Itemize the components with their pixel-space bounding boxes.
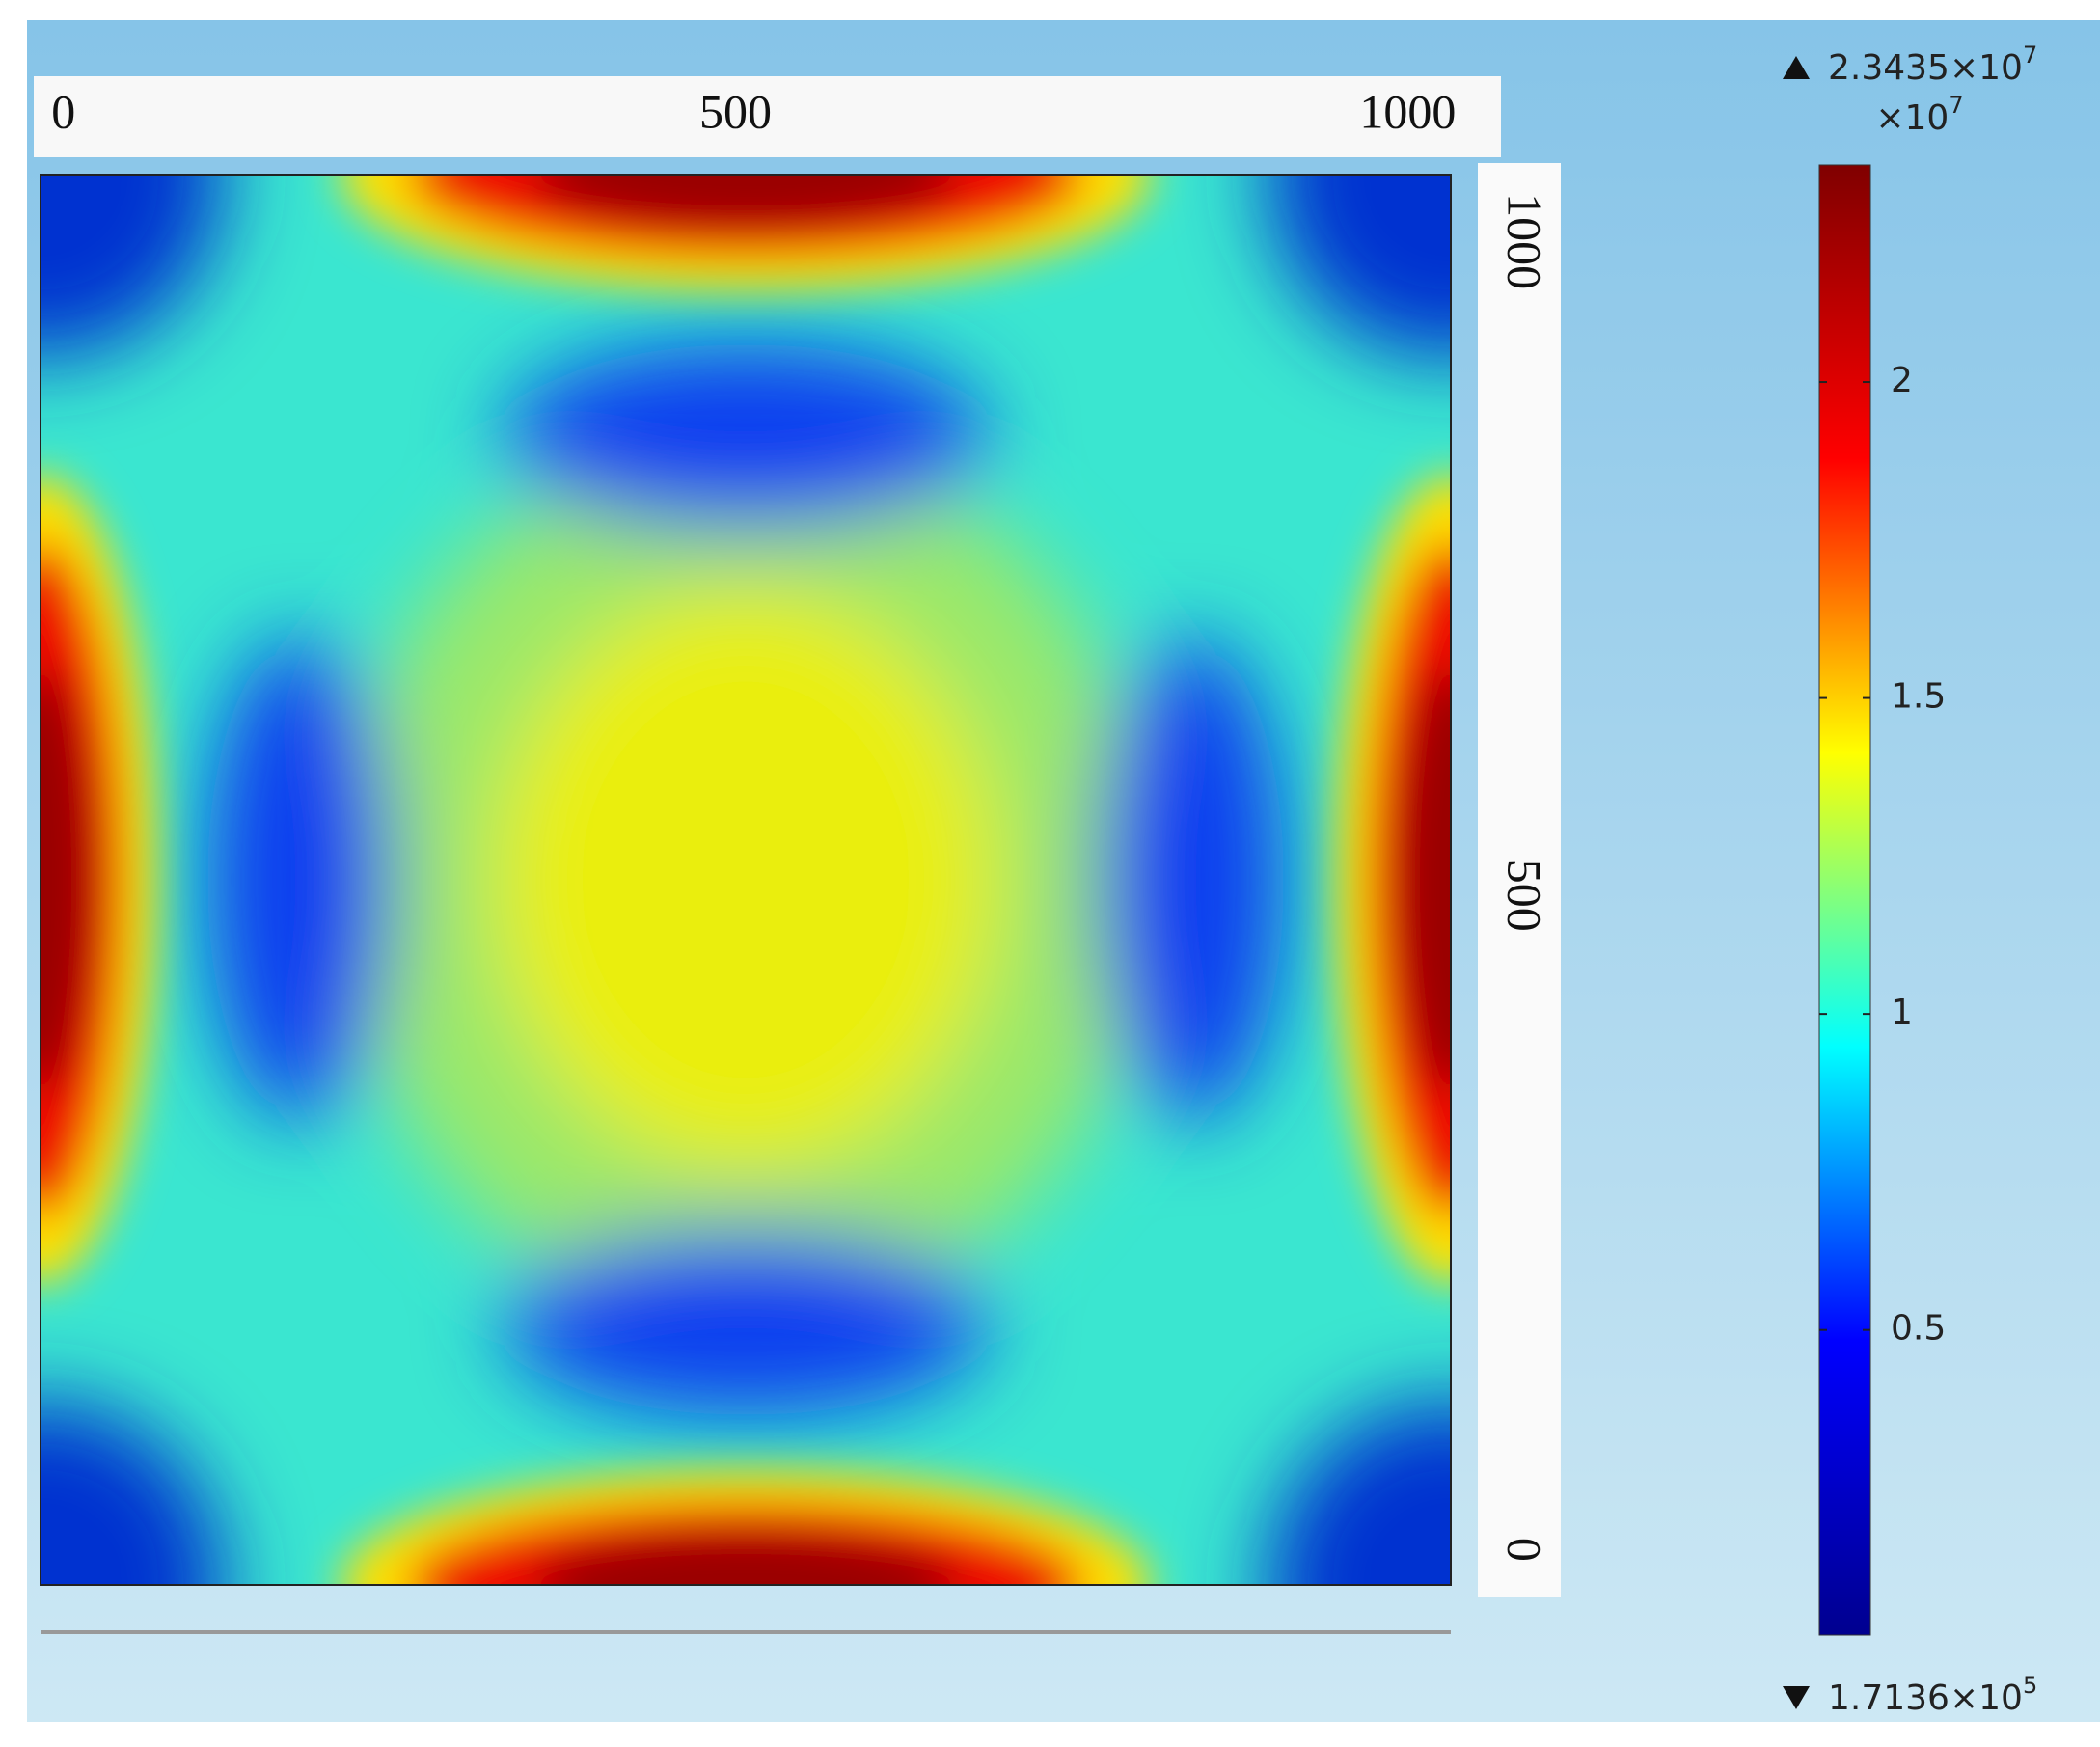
colorbar-tick-label: 1 bbox=[1891, 993, 1913, 1032]
y-axis-strip bbox=[1478, 163, 1561, 1597]
colorbar-max-text: 2.3435×10 bbox=[1828, 48, 2023, 88]
colorbar-multiplier-exponent: 7 bbox=[1949, 92, 1963, 119]
y-tick-label: 0 bbox=[1498, 1538, 1552, 1562]
x-axis-strip bbox=[34, 76, 1501, 157]
surface bbox=[41, 175, 1451, 1585]
y-tick-label: 500 bbox=[1498, 860, 1552, 932]
colorbar-max: 2.3435×107 bbox=[1828, 41, 2037, 88]
colorbar-min: 1.7136×105 bbox=[1828, 1672, 2037, 1718]
colorbar-max-exponent: 7 bbox=[2023, 41, 2037, 68]
colorbar-tick-label: 2 bbox=[1891, 361, 1913, 400]
colorbar-min-exponent: 5 bbox=[2023, 1672, 2037, 1699]
colorbar-tick-label: 0.5 bbox=[1891, 1309, 1946, 1349]
y-tick-label: 1000 bbox=[1498, 193, 1552, 289]
plot-frame bbox=[40, 174, 1452, 1586]
colorbar-min-text: 1.7136×10 bbox=[1828, 1679, 2023, 1718]
x-tick-label: 1000 bbox=[1359, 84, 1456, 138]
x-tick-label: 500 bbox=[699, 84, 772, 138]
colorbar-multiplier: ×107 bbox=[1875, 92, 1963, 138]
colorbar-multiplier-text: ×10 bbox=[1875, 98, 1949, 138]
colorbar-tick-label: 1.5 bbox=[1891, 677, 1946, 717]
min-arrow bbox=[1783, 1686, 1810, 1709]
x-tick-label: 0 bbox=[51, 84, 75, 138]
colorbar bbox=[1818, 164, 1871, 1636]
max-arrow bbox=[1783, 56, 1810, 79]
